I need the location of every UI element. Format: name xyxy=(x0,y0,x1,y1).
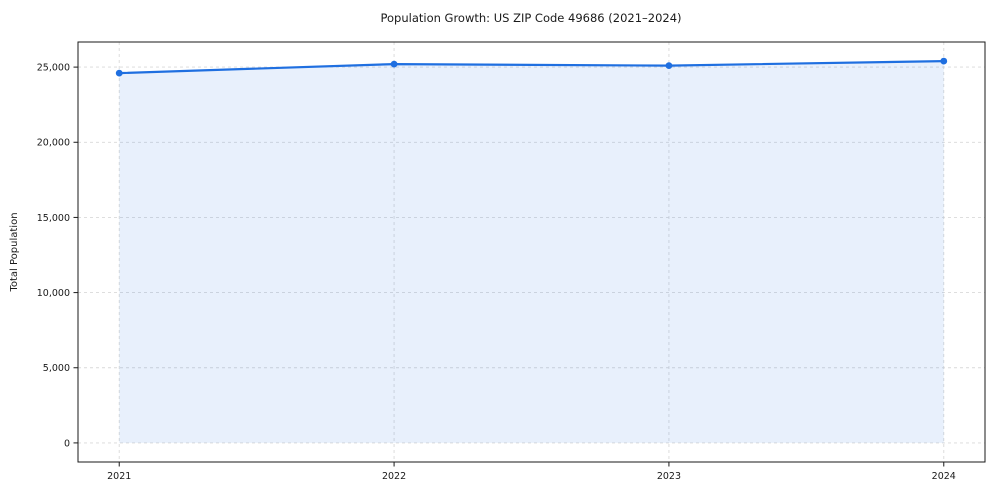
y-tick-label: 0 xyxy=(64,438,70,449)
y-tick-label: 5,000 xyxy=(43,363,70,374)
y-tick-label: 20,000 xyxy=(37,138,70,149)
y-tick-label: 25,000 xyxy=(37,63,70,74)
x-tick-label: 2023 xyxy=(657,471,681,482)
axis-spine xyxy=(77,41,986,463)
x-tick-label: 2024 xyxy=(932,471,956,482)
y-axis-label: Total Population xyxy=(9,212,20,292)
y-tick-label: 10,000 xyxy=(37,288,70,299)
area-fill xyxy=(119,61,944,443)
data-point-marker xyxy=(115,69,123,77)
chart-title: Population Growth: US ZIP Code 49686 (20… xyxy=(380,11,681,25)
data-point-marker xyxy=(390,60,398,68)
plot-background xyxy=(78,42,985,462)
data-point-marker xyxy=(940,57,948,65)
x-tick-label: 2021 xyxy=(107,471,131,482)
y-tick-label: 15,000 xyxy=(37,213,70,224)
data-point-marker xyxy=(665,62,673,70)
x-tick-label: 2022 xyxy=(382,471,406,482)
trend-line xyxy=(119,59,944,75)
